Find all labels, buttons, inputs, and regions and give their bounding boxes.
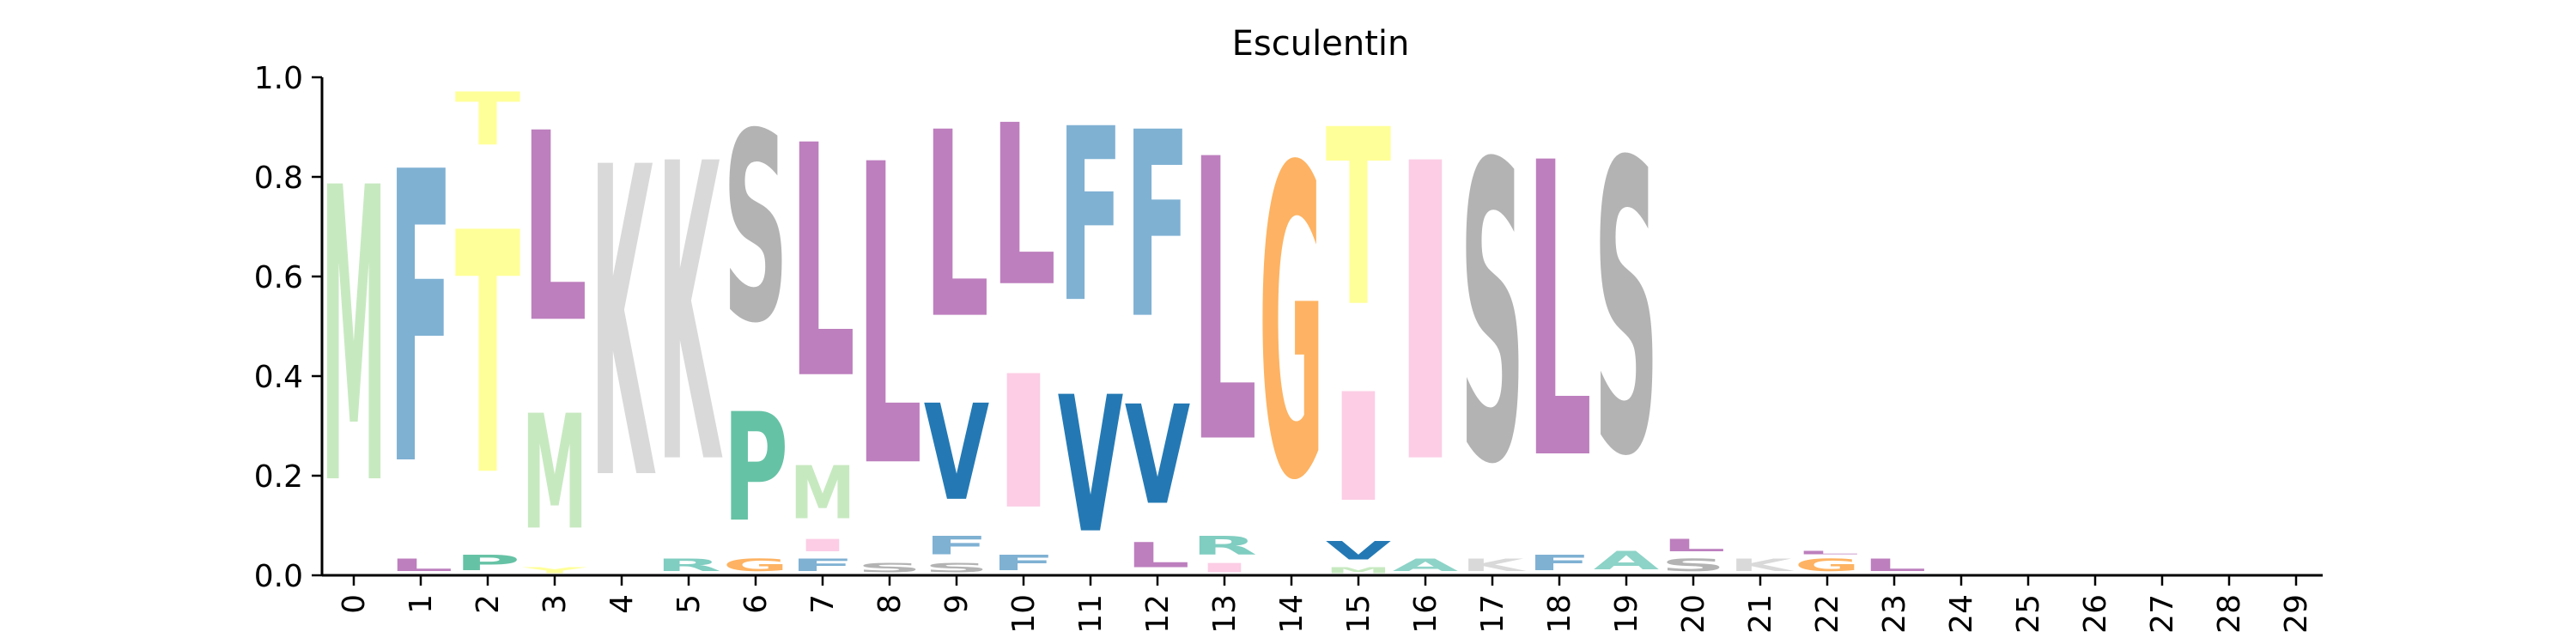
x-tick-label: 19 — [1609, 594, 1644, 634]
logo-letter-pos18-L: L — [1527, 79, 1592, 550]
logo-letter-pos0-M: M — [321, 103, 386, 574]
logo-letter-pos2-T: T — [455, 78, 521, 162]
logo-letter-pos15-T: T — [1326, 77, 1391, 361]
logo-letter-pos19-S: S — [1594, 77, 1659, 544]
logo-letter-pos13-I: I — [1192, 561, 1257, 575]
logo-letter-pos6-P: P — [723, 381, 788, 555]
x-tick-label: 26 — [2078, 594, 2113, 634]
x-tick-label: 0 — [337, 594, 372, 614]
x-tick-label: 24 — [1944, 594, 1979, 634]
logo-letter-pos9-V: V — [924, 377, 989, 530]
logo-letter-pos10-L: L — [991, 78, 1056, 336]
logo-letter-pos12-L: L — [1125, 536, 1190, 575]
x-tick-label: 28 — [2212, 594, 2247, 634]
x-tick-label: 10 — [1006, 594, 1042, 634]
x-tick-label: 15 — [1341, 594, 1376, 634]
logo-letter-pos17-K: K — [1461, 556, 1526, 575]
x-tick-label: 11 — [1073, 594, 1109, 634]
x-tick-label: 25 — [2011, 594, 2046, 634]
logo-letter-pos4-K: K — [590, 80, 656, 575]
x-tick-label: 14 — [1274, 594, 1309, 634]
x-tick-label: 17 — [1475, 594, 1510, 634]
logo-letter-pos1-F: F — [388, 88, 453, 554]
logo-letter-pos10-I: I — [991, 337, 1056, 550]
logo-letter-pos9-L: L — [924, 79, 989, 375]
x-tick-label: 7 — [805, 594, 841, 614]
y-tick-label: 0.8 — [254, 161, 303, 196]
x-tick-label: 21 — [1743, 594, 1778, 634]
x-axis: 0 1 2 3 4 5 6 7 8 9 10 11 12 13 14 15 16 17 18 19 20 21 22 23 24… — [322, 574, 2323, 634]
logo-letter-pos7-L: L — [790, 80, 855, 451]
x-tick-label: 8 — [872, 594, 908, 614]
x-tick-label: 23 — [1877, 594, 1912, 634]
logo-letter-pos13-L: L — [1192, 78, 1257, 529]
logo-letter-pos17-S: S — [1460, 79, 1525, 555]
logo-letter-pos13-R: R — [1192, 531, 1257, 561]
x-tick-label: 13 — [1207, 594, 1242, 634]
x-tick-label: 9 — [939, 594, 975, 614]
y-tick-label: 0.4 — [254, 360, 303, 395]
logo-letter-pos18-F: F — [1527, 550, 1592, 575]
x-tick-label: 6 — [738, 594, 774, 614]
logo-letter-pos12-F: F — [1125, 77, 1190, 375]
logo-letter-pos1-L: L — [388, 556, 453, 575]
logo-letter-pos8-S: S — [857, 561, 922, 575]
logo-letter-pos20-L: L — [1661, 536, 1726, 556]
logo-letter-pos15-V: V — [1326, 536, 1392, 566]
logo-letter-pos21-K: K — [1728, 556, 1794, 575]
x-tick-label: 2 — [471, 594, 506, 614]
logo-letter-pos16-A: A — [1393, 556, 1458, 575]
logo-letter-pos10-F: F — [991, 550, 1056, 575]
x-tick-label: 3 — [538, 594, 573, 614]
x-tick-label: 5 — [671, 594, 707, 614]
y-axis: 0.0 0.2 0.4 0.6 0.8 1.0 — [254, 61, 324, 594]
x-tick-label: 29 — [2279, 594, 2314, 634]
x-tick-label: 27 — [2145, 594, 2180, 634]
x-tick-label: 18 — [1542, 594, 1577, 634]
chart-title: Esculentin — [1232, 24, 1410, 64]
logo-letter-pos11-F: F — [1058, 78, 1123, 355]
logo-letter-pos5-K: K — [657, 78, 723, 553]
logo-letter-pos3-Y: Y — [522, 566, 588, 576]
y-tick-label: 1.0 — [254, 61, 303, 96]
logo-letter-pos3-M: M — [522, 382, 587, 566]
logo-letter-pos7-I: I — [790, 536, 855, 556]
x-tick-label: 1 — [404, 594, 439, 614]
logo-letter-pos3-L: L — [522, 78, 587, 380]
logo-letter-pos7-F: F — [790, 556, 855, 575]
logo-letter-pos14-G: G — [1259, 79, 1324, 574]
x-tick-label: 22 — [1810, 594, 1845, 634]
logo-letter-pos8-L: L — [857, 78, 922, 559]
logo-letter-pos20-S: S — [1661, 556, 1726, 575]
logo-letter-pos16-I: I — [1393, 79, 1458, 554]
logo-letter-pos9-S: S — [924, 561, 989, 575]
x-tick-label: 20 — [1676, 594, 1711, 634]
logo-letter-pos2-T: T — [455, 164, 521, 550]
logo-letter-pos22-L: L — [1795, 550, 1860, 556]
y-tick-label: 0.2 — [254, 459, 303, 495]
logo-letter-pos7-M: M — [790, 452, 855, 536]
x-tick-label: 16 — [1408, 594, 1443, 634]
logo-letter-pos15-I: I — [1326, 361, 1391, 535]
y-tick-label: 0.6 — [254, 260, 303, 295]
logo-letter-pos11-V: V — [1058, 356, 1123, 574]
logo-letter-pos22-G: G — [1795, 556, 1860, 575]
y-tick-label: 0.0 — [254, 559, 303, 594]
x-tick-label: 12 — [1140, 594, 1176, 634]
logo-letter-pos15-M: M — [1326, 565, 1391, 575]
logo-letter-pos6-G: G — [723, 556, 788, 575]
logo-letter-pos9-F: F — [924, 531, 989, 561]
logo-letter-pos2-P: P — [455, 550, 520, 575]
logo-letter-pos6-S: S — [723, 79, 788, 380]
x-tick-label: 4 — [605, 594, 640, 614]
logo-letter-pos5-R: R — [656, 556, 721, 575]
logo-letter-pos12-V: V — [1125, 377, 1190, 536]
logo-letter-pos23-L: L — [1862, 556, 1927, 575]
logo-letter-pos19-A: A — [1594, 546, 1660, 576]
